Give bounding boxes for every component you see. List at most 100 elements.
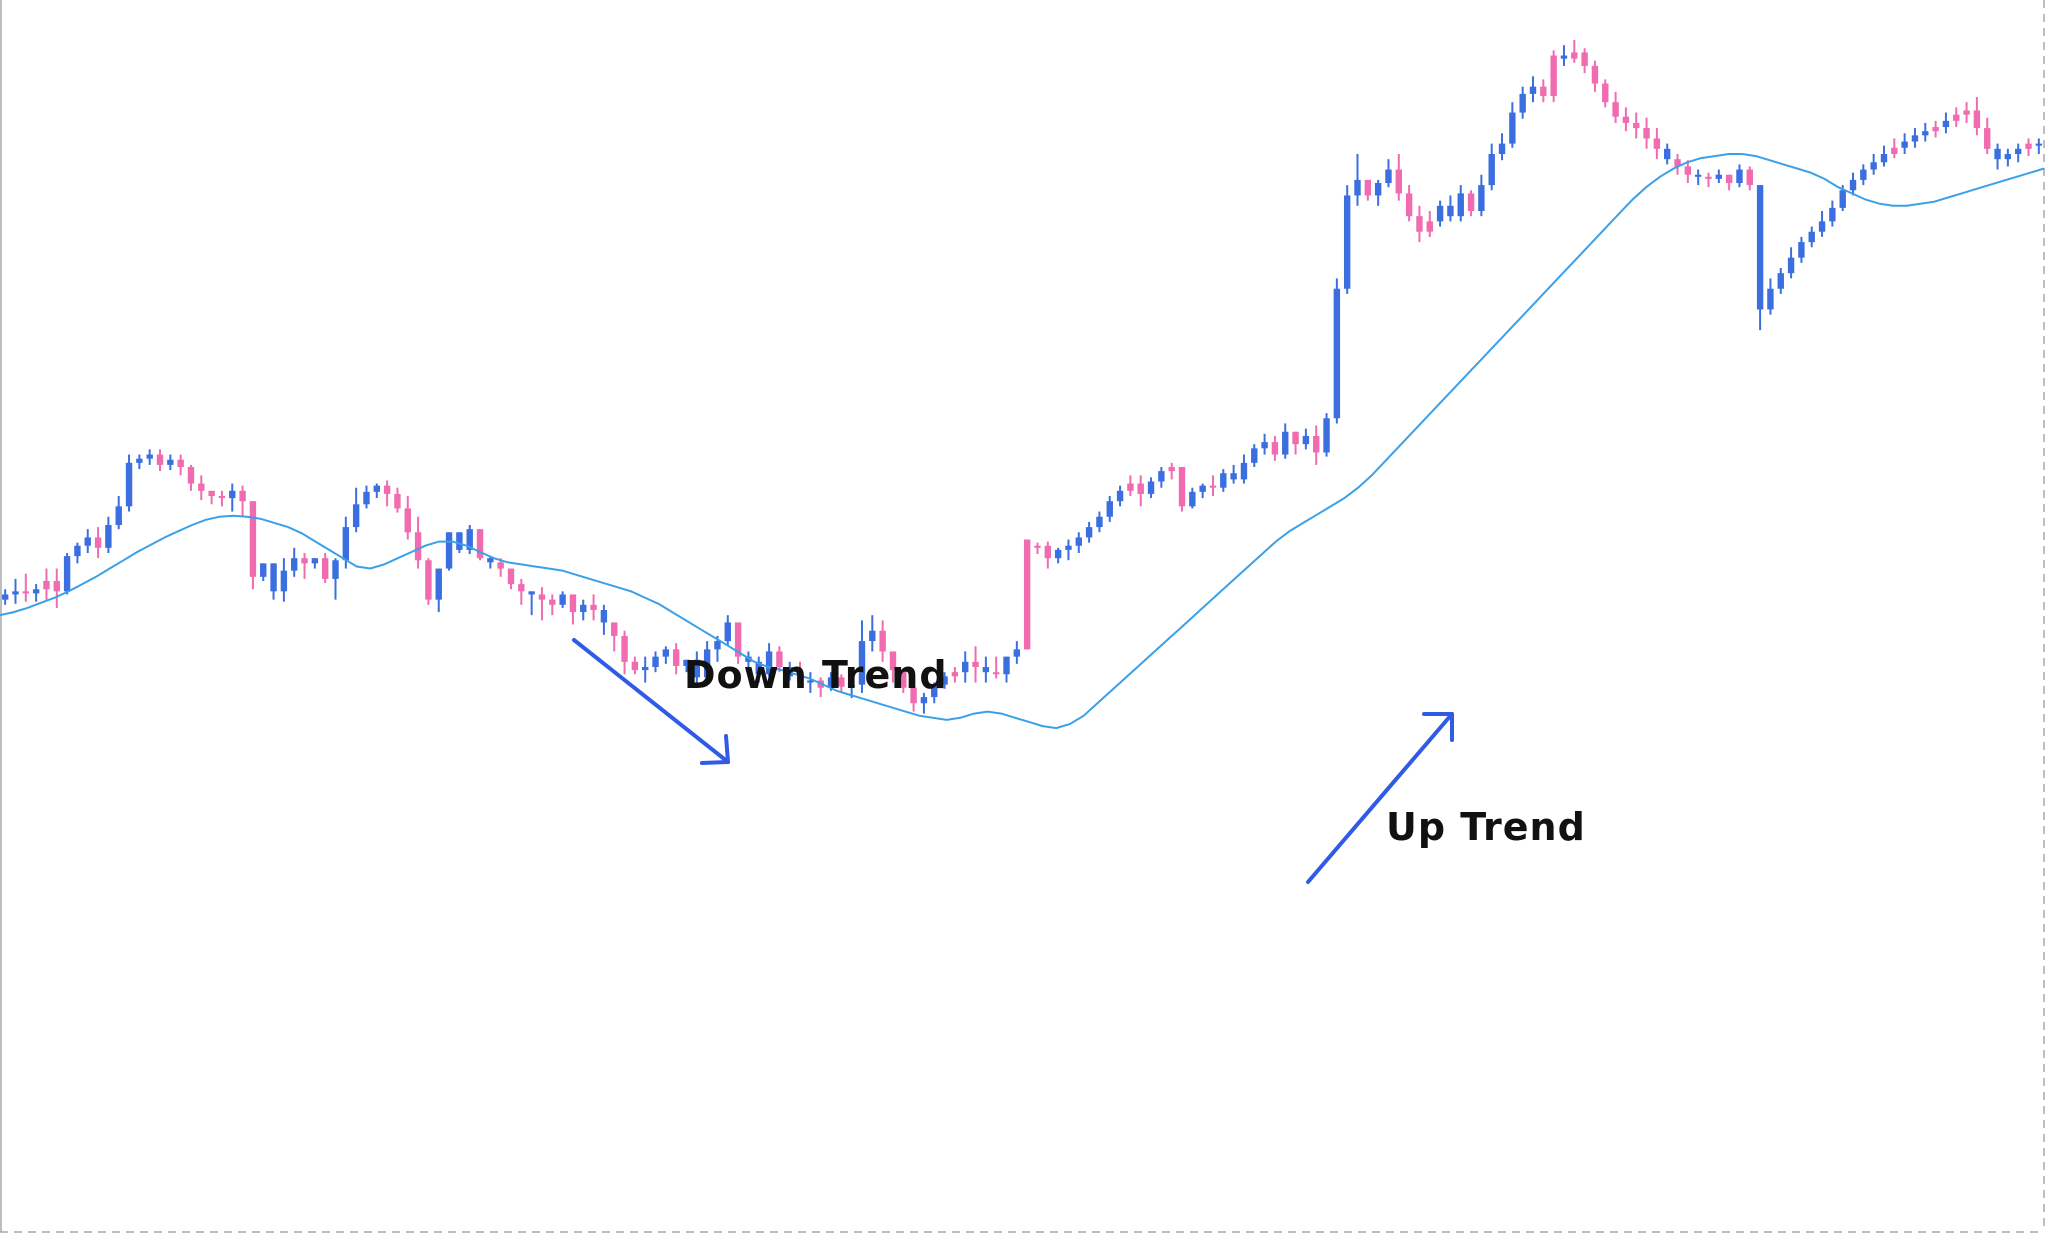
bullish-candle	[466, 529, 473, 550]
bearish-candle	[611, 622, 618, 636]
bearish-candle	[1622, 116, 1630, 123]
bearish-candle	[321, 558, 329, 579]
bullish-candle	[1385, 169, 1392, 184]
bullish-candle	[2014, 148, 2022, 154]
bullish-candle	[1251, 448, 1258, 463]
bearish-candle	[972, 661, 979, 667]
bullish-candle	[920, 697, 928, 704]
bullish-candle	[63, 556, 71, 592]
bearish-candle	[1984, 128, 1991, 149]
moving-average-line	[0, 153, 2045, 730]
bearish-candle	[1364, 179, 1372, 196]
bearish-candle	[1643, 128, 1650, 139]
bearish-candle	[394, 493, 401, 509]
bullish-candle	[342, 527, 350, 561]
bearish-candle	[1591, 65, 1599, 84]
bullish-candle	[352, 504, 360, 528]
bearish-candle	[1044, 545, 1052, 559]
bearish-candle	[1705, 176, 1712, 179]
bullish-candle	[1189, 491, 1196, 507]
bearish-candle	[1467, 193, 1475, 211]
bullish-candle	[1818, 221, 1826, 232]
bullish-candle	[1054, 549, 1062, 559]
bullish-candle	[1478, 185, 1485, 211]
bearish-candle	[1633, 122, 1640, 129]
bearish-candle	[1405, 193, 1413, 217]
bearish-candle	[208, 490, 215, 496]
bullish-candle	[74, 545, 81, 557]
bearish-candle	[672, 649, 680, 666]
bullish-candle	[1488, 154, 1495, 186]
bullish-candle	[827, 677, 835, 688]
bearish-candle	[1209, 485, 1217, 488]
down-trend-arrowhead	[700, 734, 730, 765]
bearish-candle	[22, 591, 30, 594]
bearish-candle	[198, 483, 205, 491]
bearish-candle	[889, 651, 897, 671]
down-trend-annotation: Down Trend	[572, 638, 948, 765]
bullish-candle	[600, 610, 608, 623]
bullish-candle	[2035, 143, 2043, 146]
bearish-candle	[43, 580, 50, 590]
bullish-candle	[1829, 207, 1836, 222]
bullish-candle	[1147, 481, 1155, 494]
bullish-candle	[1013, 649, 1021, 657]
bearish-candle	[951, 672, 959, 677]
bullish-candle	[1664, 148, 1671, 160]
bullish-candle	[435, 568, 442, 600]
bullish-candle	[1994, 148, 2001, 160]
bullish-candle	[1333, 288, 1341, 419]
bullish-candle	[1756, 185, 1764, 310]
bullish-candle	[1560, 55, 1568, 59]
bullish-candle	[32, 589, 40, 594]
bearish-candle	[1653, 138, 1661, 149]
bullish-candle	[115, 506, 122, 526]
bullish-candle	[363, 491, 370, 505]
bullish-candle	[652, 656, 659, 667]
up-trend-arrow	[1306, 712, 1454, 884]
down-trend-label: Down Trend	[684, 653, 948, 697]
bearish-candle	[507, 568, 515, 585]
bearish-candle	[1034, 545, 1041, 548]
bullish-candle	[445, 532, 453, 569]
bullish-candle	[1065, 545, 1072, 550]
bullish-candle	[848, 684, 855, 687]
bullish-candle	[260, 563, 267, 577]
bearish-candle	[549, 599, 556, 605]
bearish-candle	[1540, 86, 1547, 96]
bearish-candle	[1891, 147, 1898, 154]
bearish-candle	[992, 672, 1000, 675]
bullish-candle	[559, 594, 566, 605]
bullish-candle	[1808, 231, 1815, 243]
bearish-candle	[1137, 483, 1144, 494]
bullish-candle	[1447, 205, 1454, 217]
bearish-candle	[1602, 83, 1609, 103]
bullish-candle	[1860, 169, 1867, 180]
bearish-candle	[239, 490, 246, 502]
bearish-candle	[910, 687, 917, 704]
bullish-candle	[1798, 242, 1805, 258]
bearish-candle	[1395, 169, 1402, 194]
bearish-candle	[1550, 55, 1557, 96]
bullish-candle	[1003, 656, 1010, 675]
bearish-candle	[2025, 143, 2032, 149]
bullish-candle	[1158, 471, 1165, 482]
bearish-candle	[1127, 483, 1134, 491]
up-trend-arrowhead	[1422, 712, 1454, 742]
bullish-candle	[1922, 131, 1929, 136]
bearish-candle	[776, 651, 783, 667]
bearish-candle	[538, 594, 546, 600]
bullish-candle	[1343, 195, 1351, 289]
bullish-candle	[373, 485, 380, 492]
bearish-candle	[1674, 159, 1681, 167]
bullish-candle	[1519, 93, 1526, 113]
bearish-candle	[94, 537, 102, 548]
bearish-candle	[518, 584, 525, 592]
bullish-candle	[146, 454, 153, 459]
bullish-candle	[1880, 154, 1888, 163]
bullish-candle	[1901, 141, 1908, 148]
bearish-candle	[218, 496, 226, 499]
bullish-candle	[528, 591, 535, 595]
bearish-candle	[621, 635, 628, 662]
bearish-candle	[1271, 442, 1279, 455]
